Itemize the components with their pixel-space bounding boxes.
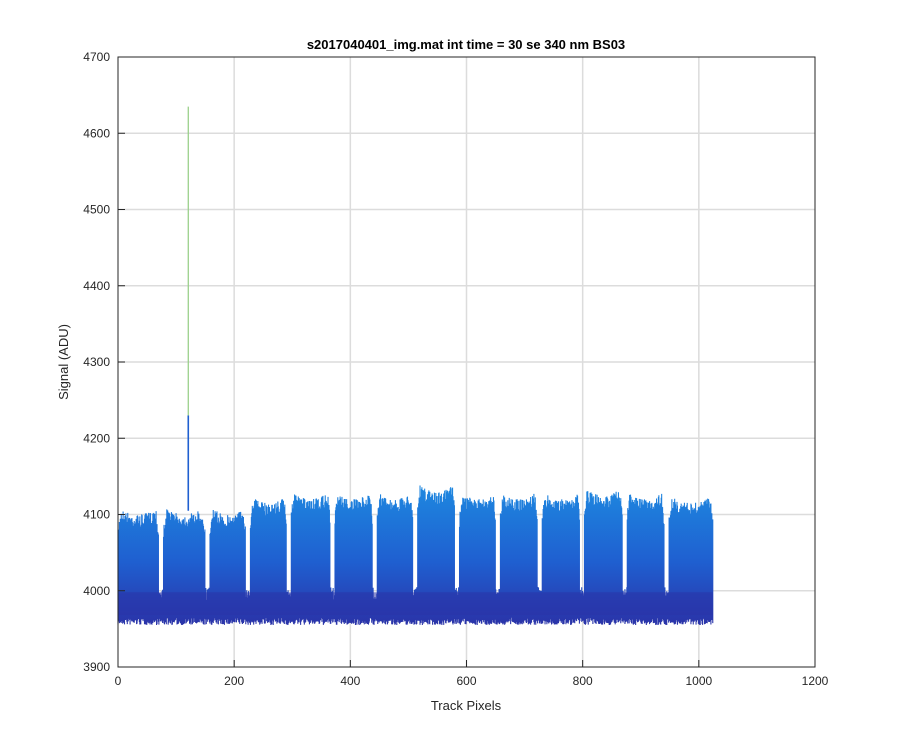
y-axis-label: Signal (ADU) (56, 324, 71, 400)
signal-core (118, 592, 713, 616)
y-tick-label: 4700 (83, 50, 110, 64)
y-tick-label: 3900 (83, 660, 110, 674)
y-tick-label: 4200 (83, 431, 110, 445)
x-axis: 0 200 400 600 800 1000 1200 (115, 660, 829, 688)
x-tick-label: 200 (224, 674, 244, 688)
y-tick-label: 4600 (83, 126, 110, 140)
x-tick-label: 1200 (802, 674, 829, 688)
chart-title: s2017040401_img.mat int time = 30 se 340… (307, 37, 625, 52)
grid (118, 57, 815, 667)
signal-series (117, 106, 714, 626)
x-tick-label: 400 (340, 674, 360, 688)
x-tick-label: 800 (573, 674, 593, 688)
y-axis: 3900 4000 4100 4200 4300 4400 4500 4600 4700 (83, 50, 125, 674)
y-tick-label: 4000 (83, 584, 110, 598)
x-tick-label: 0 (115, 674, 122, 688)
y-tick-label: 4100 (83, 508, 110, 522)
y-tick-label: 4500 (83, 203, 110, 217)
y-tick-label: 4300 (83, 355, 110, 369)
x-tick-label: 600 (456, 674, 476, 688)
y-tick-label: 4400 (83, 279, 110, 293)
x-axis-label: Track Pixels (431, 698, 502, 713)
x-tick-label: 1000 (685, 674, 712, 688)
